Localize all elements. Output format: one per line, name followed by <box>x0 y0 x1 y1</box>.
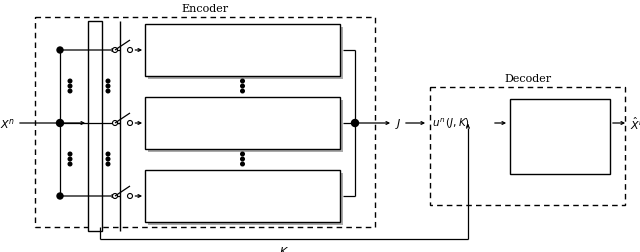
Text: Decoder: Decoder <box>504 74 551 84</box>
Text: Source Code $K$: Source Code $K$ <box>207 111 277 122</box>
Circle shape <box>127 48 132 53</box>
Circle shape <box>241 85 244 88</box>
Circle shape <box>113 48 118 53</box>
Text: $u^n(j,\lfloor 2^{nR_c}\rfloor): j=1,\cdots,\lfloor 2^{nR}\rfloor$: $u^n(j,\lfloor 2^{nR_c}\rfloor): j=1,\cd… <box>191 197 294 211</box>
Circle shape <box>106 80 110 83</box>
Circle shape <box>241 80 244 83</box>
Circle shape <box>68 153 72 156</box>
Text: $X^n$: $X^n$ <box>0 116 15 131</box>
Circle shape <box>106 85 110 88</box>
Circle shape <box>68 90 72 93</box>
Text: $\hat{X}^n$: $\hat{X}^n$ <box>630 115 640 132</box>
Bar <box>148 28 343 80</box>
Bar <box>35 18 375 227</box>
Bar <box>510 100 610 174</box>
Circle shape <box>68 158 72 161</box>
Circle shape <box>351 120 358 127</box>
Circle shape <box>57 193 63 199</box>
Text: Encoder: Encoder <box>181 4 228 14</box>
Bar <box>430 88 625 205</box>
Circle shape <box>68 80 72 83</box>
Circle shape <box>241 163 244 166</box>
Bar <box>145 170 340 222</box>
Circle shape <box>57 48 63 54</box>
Text: Source Code 1: Source Code 1 <box>209 39 276 48</box>
Circle shape <box>68 85 72 88</box>
Circle shape <box>68 163 72 166</box>
Text: $p_{\hat{X}|U}$: $p_{\hat{X}|U}$ <box>550 140 570 154</box>
Bar <box>145 98 340 149</box>
Text: Generator: Generator <box>533 122 587 132</box>
Circle shape <box>106 158 110 161</box>
Circle shape <box>241 153 244 156</box>
Circle shape <box>241 90 244 93</box>
Bar <box>88 22 102 231</box>
Circle shape <box>113 194 118 199</box>
Bar <box>148 173 343 225</box>
Circle shape <box>127 194 132 199</box>
Bar <box>145 25 340 77</box>
Circle shape <box>106 153 110 156</box>
Circle shape <box>241 158 244 161</box>
Text: $K$: $K$ <box>279 244 289 252</box>
Bar <box>148 101 343 152</box>
Circle shape <box>106 163 110 166</box>
Circle shape <box>127 121 132 126</box>
Text: $u^n(j,K): j=1,\cdots,\lfloor 2^{nR}\rfloor$: $u^n(j,K): j=1,\cdots,\lfloor 2^{nR}\rfl… <box>199 124 286 139</box>
Circle shape <box>56 120 63 127</box>
Text: $u^n(j,1): j=1,\cdots,\lfloor 2^{nR}\rfloor$: $u^n(j,1): j=1,\cdots,\lfloor 2^{nR}\rfl… <box>199 52 286 66</box>
Text: $J$: $J$ <box>395 116 402 131</box>
Circle shape <box>113 121 118 126</box>
Text: Source Code $\lfloor 2^{nR_c}\rfloor$: Source Code $\lfloor 2^{nR_c}\rfloor$ <box>199 183 285 196</box>
Circle shape <box>106 90 110 93</box>
Text: $u^n\,(J,K)$: $u^n\,(J,K)$ <box>432 116 470 131</box>
